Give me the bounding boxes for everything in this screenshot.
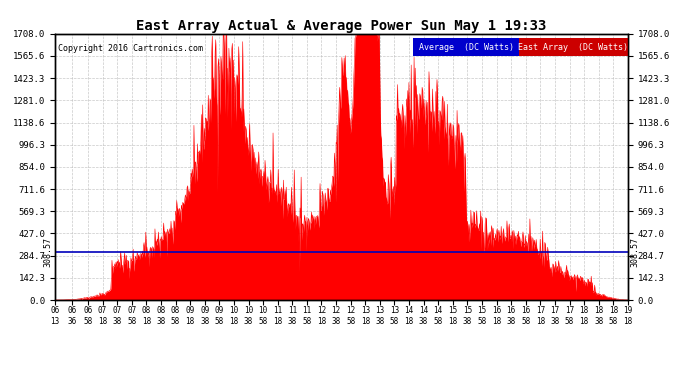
Text: 308.57: 308.57 <box>631 237 640 267</box>
FancyBboxPatch shape <box>519 38 628 56</box>
Text: Average  (DC Watts): Average (DC Watts) <box>419 43 513 52</box>
Text: East Array  (DC Watts): East Array (DC Watts) <box>518 43 629 52</box>
Text: 308.57: 308.57 <box>43 237 52 267</box>
Text: Copyright 2016 Cartronics.com: Copyright 2016 Cartronics.com <box>58 44 203 53</box>
Title: East Array Actual & Average Power Sun May 1 19:33: East Array Actual & Average Power Sun Ma… <box>137 19 546 33</box>
FancyBboxPatch shape <box>413 38 519 56</box>
